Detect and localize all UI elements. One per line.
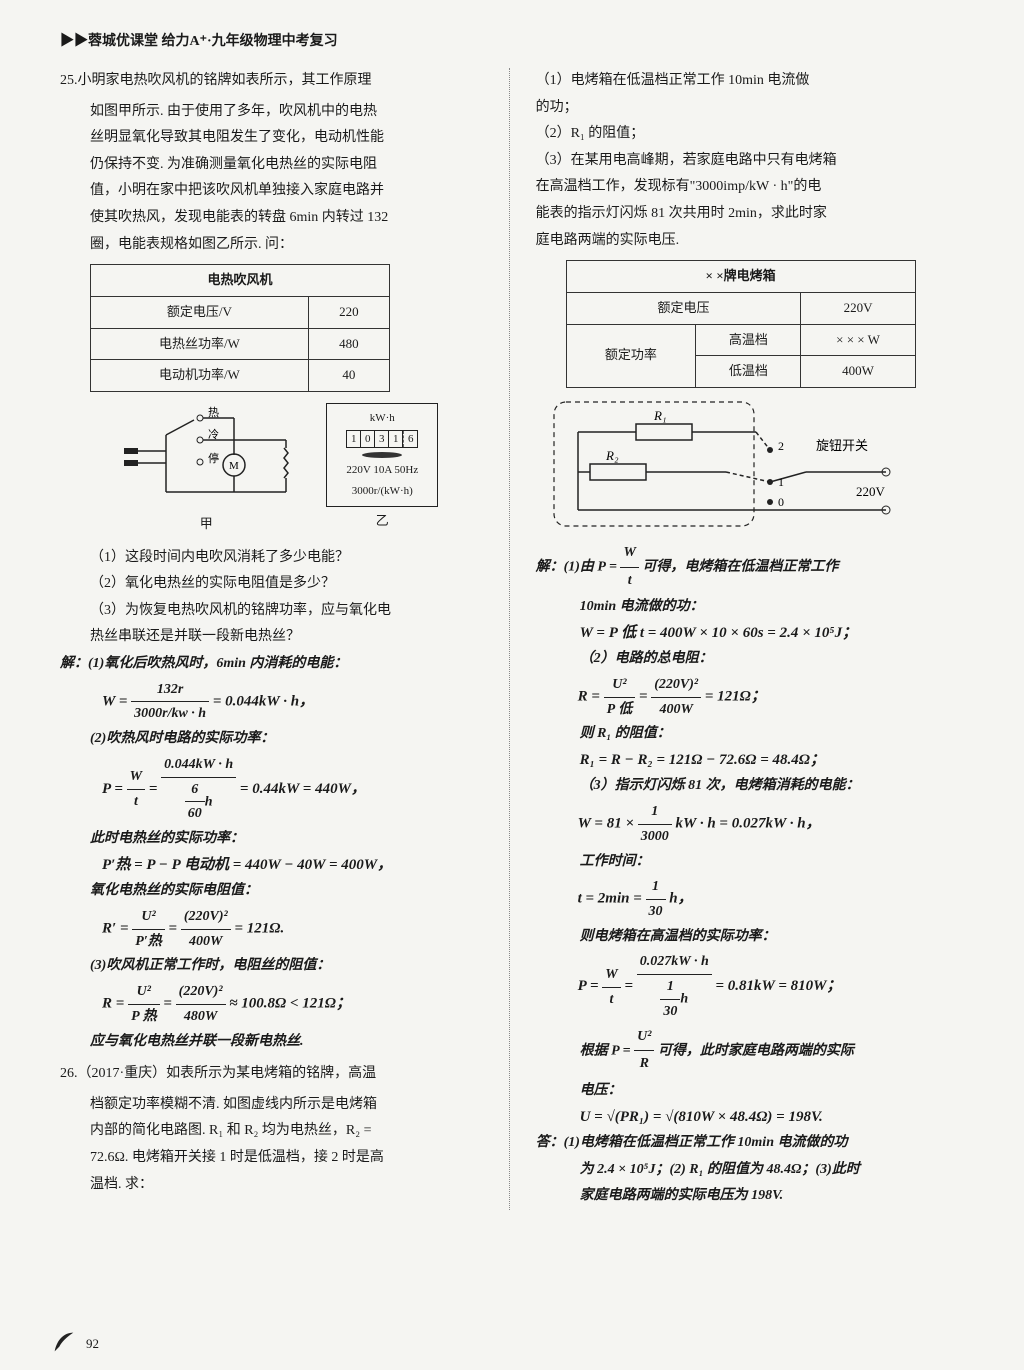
problem-number: 25. (60, 73, 78, 88)
caption-yi: 乙 (326, 509, 438, 534)
meter-yi: kW·h 1 0 3 1 6 220V 10A 50Hz 3000r/(kW·h… (326, 403, 438, 534)
feather-icon (50, 1328, 78, 1356)
table-title: 电热吹风机 (91, 265, 390, 297)
p25-sol-line: 应与氧化电热丝并联一段新电热丝. (60, 1029, 495, 1056)
meter-digits: 1 0 3 1 6 (346, 430, 418, 448)
meter-dial-icon (362, 452, 402, 458)
p26-answer: 为 2.4 × 10⁵J；(2) R₁ 的阻值为 48.4Ω；(3)此时 (536, 1157, 979, 1184)
p25-formula-R1: R′ = U²P′热 = (220V)²400W = 121Ω. (60, 905, 495, 954)
p26-sol-line: 则 R₁ 的阻值： (536, 721, 979, 748)
table-title: × ×牌电烤箱 (566, 261, 915, 293)
p26-formula-U: U = √(PR₁) = √(810W × 48.4Ω) = 198V. (536, 1105, 979, 1131)
svg-text:M: M (229, 460, 239, 472)
p25-formula-R2: R = U²P 热 = (220V)²480W ≈ 100.8Ω < 121Ω； (60, 980, 495, 1029)
p26-answer: 答：(1)电烤箱在低温档正常工作 10min 电流做的功 (536, 1130, 979, 1157)
p26-sol-line: 根据 P = U²R 可得，此时家庭电路两端的实际 (536, 1024, 979, 1078)
p25-q1: （1）这段时间内电吹风消耗了多少电能？ (60, 545, 495, 572)
p26-formula-W2: W = 81 × 13000 kW · h = 0.027kW · h， (536, 800, 979, 849)
p25-line: 丝明显氧化导致其电阻发生了变化，电动机性能 (60, 125, 495, 152)
p25-line: 使其吹热风，发现电能表的转盘 6min 内转过 132 (60, 205, 495, 232)
p25-line: 值，小明在家中把该吹风机单独接入家庭电路并 (60, 178, 495, 205)
two-column-layout: 25.小明家电热吹风机的铭牌如表所示，其工作原理 如图甲所示. 由于使用了多年，… (60, 68, 979, 1210)
circuit-jia: 热 冷 停 M 甲 (116, 400, 296, 537)
p25-sol-line: 此时电热丝的实际功率： (60, 826, 495, 853)
problem-26: 26.（2017·重庆）如表所示为某电烤箱的铭牌，高温 (60, 1061, 495, 1088)
p26-rline: （3）在某用电高峰期，若家庭电路中只有电烤箱 (536, 148, 979, 175)
p26-rline: 的功； (536, 95, 979, 122)
p26-sol-line: 电压： (536, 1078, 979, 1105)
oven-circuit-icon: R₁ R₂ 2 1 0 旋钮开关 (546, 394, 906, 534)
oven-circuit-diagram: R₁ R₂ 2 1 0 旋钮开关 (546, 394, 906, 534)
p26-sol-line: 则电烤箱在高温档的实际功率： (536, 924, 979, 951)
meter-spec: 220V 10A 50Hz (331, 460, 433, 481)
p26-line: 档额定功率模糊不清. 如图虚线内所示是电烤箱 (60, 1092, 495, 1119)
problem-25: 25.小明家电热吹风机的铭牌如表所示，其工作原理 (60, 68, 495, 95)
page-header: ▶▶蓉城优课堂 给力A⁺·九年级物理中考复习 (60, 30, 979, 50)
circuit-diagram-icon: 热 冷 停 M (116, 400, 296, 510)
p26-sol-head: 解：(1)由 P = Wt 可得，电烤箱在低温档正常工作 (536, 540, 979, 594)
right-column: （1）电烤箱在低温档正常工作 10min 电流做 的功； （2）R₁ 的阻值； … (530, 68, 979, 1210)
p25-q3b: 热丝串联还是并联一段新电热丝？ (60, 624, 495, 651)
left-column: 25.小明家电热吹风机的铭牌如表所示，其工作原理 如图甲所示. 由于使用了多年，… (60, 68, 510, 1210)
p26-answer: 家庭电路两端的实际电压为 198V. (536, 1183, 979, 1210)
p26-line: 温档. 求： (60, 1172, 495, 1199)
p25-line: 圈，电能表规格如图乙所示. 问： (60, 232, 495, 259)
p26-formula-P: P = Wt = 0.027kW · h130h = 0.81kW = 810W… (536, 950, 979, 1023)
p26-line: 72.6Ω. 电烤箱开关接 1 时是低温档，接 2 时是高 (60, 1145, 495, 1172)
p26-rline: （2）R₁ 的阻值； (536, 121, 979, 148)
svg-text:R₁: R₁ (653, 408, 666, 423)
dryer-spec-table: 电热吹风机 额定电压/V220 电热丝功率/W480 电动机功率/W40 (90, 264, 390, 392)
p25-formula-W: W = 132r3000r/kw · h = 0.044kW · h， (60, 678, 495, 727)
p26-sol-line: 工作时间： (536, 849, 979, 876)
p26-rline: 能表的指示灯闪烁 81 次共用时 2min，求此时家 (536, 201, 979, 228)
p25-sol-line: (2)吹热风时电路的实际功率： (60, 726, 495, 753)
p25-q3: （3）为恢复电热吹风机的铭牌功率，应与氧化电 (60, 598, 495, 625)
p26-sol-line: （3）指示灯闪烁 81 次，电烤箱消耗的电能： (536, 773, 979, 800)
oven-spec-table: × ×牌电烤箱 额定电压220V 额定功率高温档× × × W 低温档400W (566, 260, 916, 388)
meter-spec: 3000r/(kW·h) (331, 481, 433, 502)
p26-rline: 在高温档工作，发现标有"3000imp/kW · h"的电 (536, 174, 979, 201)
p25-line: 仍保持不变. 为准确测量氧化电热丝的实际电阻 (60, 152, 495, 179)
p25-line: 如图甲所示. 由于使用了多年，吹风机中的电热 (60, 99, 495, 126)
svg-text:冷: 冷 (208, 428, 219, 441)
p25-solution-head: 解：(1)氧化后吹热风时，6min 内消耗的电能： (60, 651, 495, 678)
problem-number: 26. (60, 1066, 78, 1081)
svg-text:旋钮开关: 旋钮开关 (816, 438, 868, 453)
svg-text:1: 1 (778, 475, 784, 489)
p25-diagrams: 热 冷 停 M 甲 kW·h 1 0 3 1 6 (60, 400, 495, 537)
p26-sol-line: （2）电路的总电阻： (536, 646, 979, 673)
p25-formula-P: P = Wt = 0.044kW · h660h = 0.44kW = 440W… (60, 753, 495, 826)
p26-rline: 庭电路两端的实际电压. (536, 228, 979, 255)
svg-text:热: 热 (208, 406, 219, 419)
svg-text:0: 0 (778, 495, 784, 509)
meter-unit: kW·h (331, 408, 433, 429)
p25-formula-P2: P′热 = P − P 电动机 = 440W − 40W = 400W， (60, 853, 495, 879)
p25-q2: （2）氧化电热丝的实际电阻值是多少？ (60, 571, 495, 598)
p25-sol-line: 氧化电热丝的实际电阻值： (60, 878, 495, 905)
p26-formula-R: R = U²P 低 = (220V)²400W = 121Ω； (536, 673, 979, 722)
svg-text:停: 停 (208, 451, 219, 465)
p26-line: 内部的简化电路图. R₁ 和 R₂ 均为电热丝，R₂ = (60, 1118, 495, 1145)
page-number: 92 (86, 1336, 99, 1352)
p26-rline: （1）电烤箱在低温档正常工作 10min 电流做 (536, 68, 979, 95)
p26-formula-t: t = 2min = 130 h， (536, 875, 979, 924)
caption-jia: 甲 (116, 512, 296, 537)
p26-formula-R1: R₁ = R − R₂ = 121Ω − 72.6Ω = 48.4Ω； (536, 748, 979, 774)
svg-text:2: 2 (778, 439, 784, 453)
p26-sol-line: 10min 电流做的功： (536, 594, 979, 621)
svg-text:R₂: R₂ (605, 448, 619, 463)
p26-formula-W: W = P 低 t = 400W × 10 × 60s = 2.4 × 10⁵J… (536, 621, 979, 647)
p25-sol-line: (3)吹风机正常工作时，电阻丝的阻值： (60, 953, 495, 980)
svg-text:220V: 220V (856, 484, 886, 499)
